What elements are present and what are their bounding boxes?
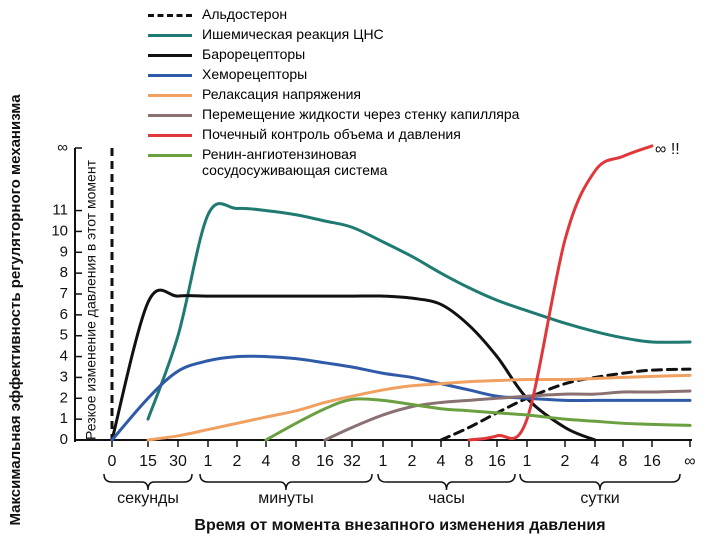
- group-label: минуты: [258, 490, 314, 507]
- y-tick-label: ∞: [57, 139, 68, 156]
- x-tick-label: 16: [316, 453, 334, 470]
- legend-label: Перемещение жидкости через стенку капилл…: [202, 106, 520, 122]
- y-tick-label: 7: [60, 285, 68, 302]
- group-brace: [103, 473, 193, 491]
- legend-label: Альдостерон: [202, 6, 288, 22]
- legend-entry: Барорецепторы: [148, 46, 472, 66]
- x-tick-label: 8: [465, 453, 474, 470]
- y-tick-label: 11: [52, 202, 68, 219]
- legend-label: Барорецепторы: [202, 46, 306, 62]
- x-tick-label: 2: [408, 453, 417, 470]
- series-line: [439, 367, 692, 442]
- x-tick-label: 16: [488, 453, 506, 470]
- series-line: [146, 202, 692, 421]
- y-tick-label: 6: [60, 306, 68, 323]
- legend-swatch: [148, 94, 192, 97]
- legend-swatch: [148, 14, 192, 17]
- y-axis-title: Максимальная эффективность регуляторного…: [7, 94, 24, 526]
- series-line: [146, 373, 692, 442]
- y-tick-label: 4: [60, 348, 68, 365]
- y-tick-label: 0: [60, 431, 68, 448]
- x-tick-label: ∞: [684, 453, 695, 470]
- x-tick-label: 0: [108, 453, 117, 470]
- x-tick-label: 1: [379, 453, 388, 470]
- group-brace: [519, 473, 681, 491]
- series-line: [323, 389, 692, 442]
- x-tick-label: 8: [619, 453, 628, 470]
- x-tick-label: 15: [139, 453, 157, 470]
- group-label: сутки: [580, 490, 619, 507]
- annotation: ∞ !!: [655, 141, 680, 158]
- legend-entry: Ишемическая реакция ЦНС: [148, 26, 472, 46]
- y-tick-label: 10: [51, 222, 68, 239]
- x-tick-label: 4: [437, 453, 446, 470]
- legend-swatch: [148, 154, 192, 157]
- x-tick-label: 32: [343, 453, 361, 470]
- legend-entry: Хеморецепторы: [148, 66, 472, 86]
- group-brace: [199, 473, 373, 491]
- series-line: [110, 288, 597, 442]
- legend-swatch: [148, 34, 192, 37]
- series-line: [110, 354, 692, 442]
- legend-entry: Ренин-ангиотензиновая сосудосуживающая с…: [148, 146, 472, 182]
- x-tick-label: 30: [169, 453, 187, 470]
- x-tick-label: 2: [561, 453, 570, 470]
- legend-label: Почечный контроль объема и давления: [202, 126, 461, 142]
- legend-label: Релаксация напряжения: [202, 86, 361, 102]
- legend-entry: Почечный контроль объема и давления: [148, 126, 472, 146]
- legend: Альдостерон Ишемическая реакция ЦНС Бароре…: [148, 6, 520, 182]
- legend-swatch: [148, 54, 192, 57]
- x-tick-label: 8: [292, 453, 301, 470]
- legend-swatch: [148, 134, 192, 137]
- x-tick-label: 1: [204, 453, 213, 470]
- series-line: [264, 397, 692, 442]
- legend-entry: Перемещение жидкости через стенку капилл…: [148, 106, 520, 126]
- y-tick-label: 2: [60, 389, 68, 406]
- group-brace: [377, 473, 516, 491]
- legend-label: Ренин-ангиотензиновая сосудосуживающая с…: [202, 146, 388, 178]
- y-tick-label: 9: [60, 243, 68, 260]
- legend-swatch: [148, 74, 192, 77]
- legend-entry: Релаксация напряжения: [148, 86, 472, 106]
- group-label: секунды: [117, 490, 179, 507]
- legend-swatch: [148, 114, 192, 117]
- y-tick-label: 8: [60, 264, 68, 281]
- legend-label: Хеморецепторы: [202, 66, 308, 82]
- y-tick-label: 1: [60, 410, 68, 427]
- x-tick-label: 2: [233, 453, 242, 470]
- x-tick-label: 16: [643, 453, 661, 470]
- legend-label: Ишемическая реакция ЦНС: [202, 26, 384, 42]
- series-line: [467, 144, 654, 442]
- x-tick-label: 4: [262, 453, 271, 470]
- y-tick-label: 3: [60, 368, 68, 385]
- annotation: Резкое изменение давления в этот момент: [83, 159, 99, 440]
- x-tick-label: 4: [591, 453, 600, 470]
- x-axis-title: Время от момента внезапного изменения да…: [194, 517, 605, 534]
- legend-entry: Альдостерон: [148, 6, 472, 26]
- x-tick-label: 1: [523, 453, 532, 470]
- y-tick-label: 5: [60, 327, 68, 344]
- group-label: часы: [428, 490, 465, 507]
